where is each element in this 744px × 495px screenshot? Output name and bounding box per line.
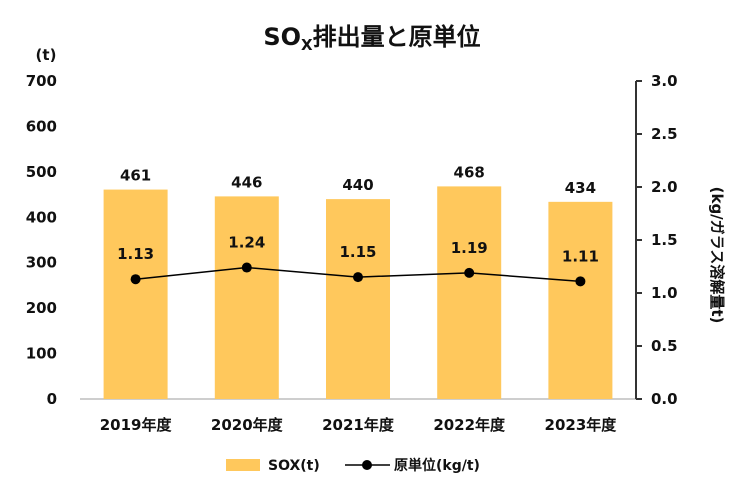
legend-bar-label: SOX(t) <box>268 458 320 474</box>
line-point <box>130 274 141 285</box>
bar-series <box>103 186 613 399</box>
right-axis-ticks: 0.0 0.5 1.0 1.5 2.0 2.5 3.0 <box>636 72 678 408</box>
left-tick-label: 300 <box>26 254 57 272</box>
category-label: 2021年度 <box>322 416 395 434</box>
line-value-label: 1.11 <box>562 247 599 265</box>
left-axis-unit: (t) <box>36 46 57 64</box>
left-axis-ticks: 0 100 200 300 400 500 600 700 <box>26 72 57 408</box>
title-rest: 排出量と原単位 <box>313 23 481 51</box>
title-subscript: X <box>301 36 313 54</box>
bar-value-label: 440 <box>342 176 373 194</box>
line-point <box>464 267 475 278</box>
line-value-labels: 1.13 1.24 1.15 1.19 1.11 <box>117 234 599 266</box>
right-tick-label: 1.5 <box>651 231 678 249</box>
left-tick-label: 200 <box>26 299 57 317</box>
category-label: 2020年度 <box>211 416 284 434</box>
line-value-label: 1.13 <box>117 245 154 263</box>
chart-title: SOX排出量と原単位 <box>263 23 480 54</box>
line-point <box>353 272 363 283</box>
legend-line-marker <box>362 460 372 470</box>
category-labels: 2019年度 2020年度 2021年度 2022年度 2023年度 <box>100 416 618 434</box>
left-tick-label: 0 <box>47 390 57 408</box>
category-label: 2022年度 <box>433 416 506 434</box>
line-series <box>130 262 586 287</box>
bar <box>103 189 168 399</box>
left-tick-label: 100 <box>26 345 57 363</box>
left-tick-label: 400 <box>26 208 57 226</box>
bar-value-label: 468 <box>454 163 485 181</box>
line-point <box>241 262 252 273</box>
line-value-label: 1.24 <box>228 234 265 252</box>
legend: SOX(t) 原単位(kg/t) <box>226 457 480 474</box>
bar-value-label: 434 <box>565 179 596 197</box>
line-point <box>575 276 586 287</box>
right-tick-label: 1.0 <box>651 284 678 302</box>
left-tick-label: 500 <box>26 163 57 181</box>
category-label: 2019年度 <box>100 416 173 434</box>
right-tick-label: 0.5 <box>651 337 678 355</box>
line-value-label: 1.19 <box>451 239 488 257</box>
category-label: 2023年度 <box>545 416 618 434</box>
left-tick-label: 700 <box>26 72 57 90</box>
line-value-label: 1.15 <box>339 243 376 261</box>
legend-bar-swatch <box>226 459 260 471</box>
title-main: SO <box>263 23 301 51</box>
right-tick-label: 2.0 <box>651 178 678 196</box>
left-tick-label: 600 <box>26 117 57 135</box>
bar <box>548 201 613 399</box>
legend-line-label: 原単位(kg/t) <box>394 457 480 474</box>
bar <box>437 186 502 399</box>
bar <box>214 196 279 399</box>
bar-value-labels: 461 446 440 468 434 <box>120 163 596 196</box>
right-axis-label: (kg/ガラス溶解量t) <box>708 187 726 324</box>
bar-value-label: 446 <box>231 173 262 191</box>
right-tick-label: 3.0 <box>651 72 678 90</box>
right-tick-label: 0.0 <box>651 390 678 408</box>
bar <box>326 199 390 399</box>
bar-value-label: 461 <box>120 167 151 185</box>
right-tick-label: 2.5 <box>651 125 678 143</box>
